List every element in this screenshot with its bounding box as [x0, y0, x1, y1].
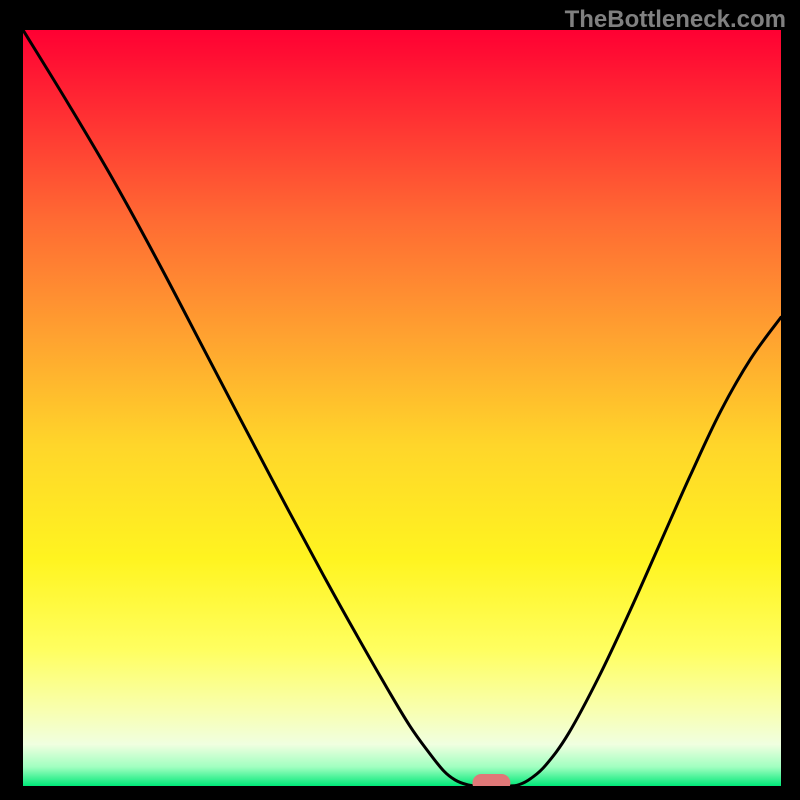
- chart-svg: [23, 30, 781, 786]
- optimal-marker: [472, 774, 510, 786]
- gradient-background: [23, 30, 781, 786]
- chart-container: [23, 30, 781, 786]
- watermark-text: TheBottleneck.com: [565, 6, 786, 34]
